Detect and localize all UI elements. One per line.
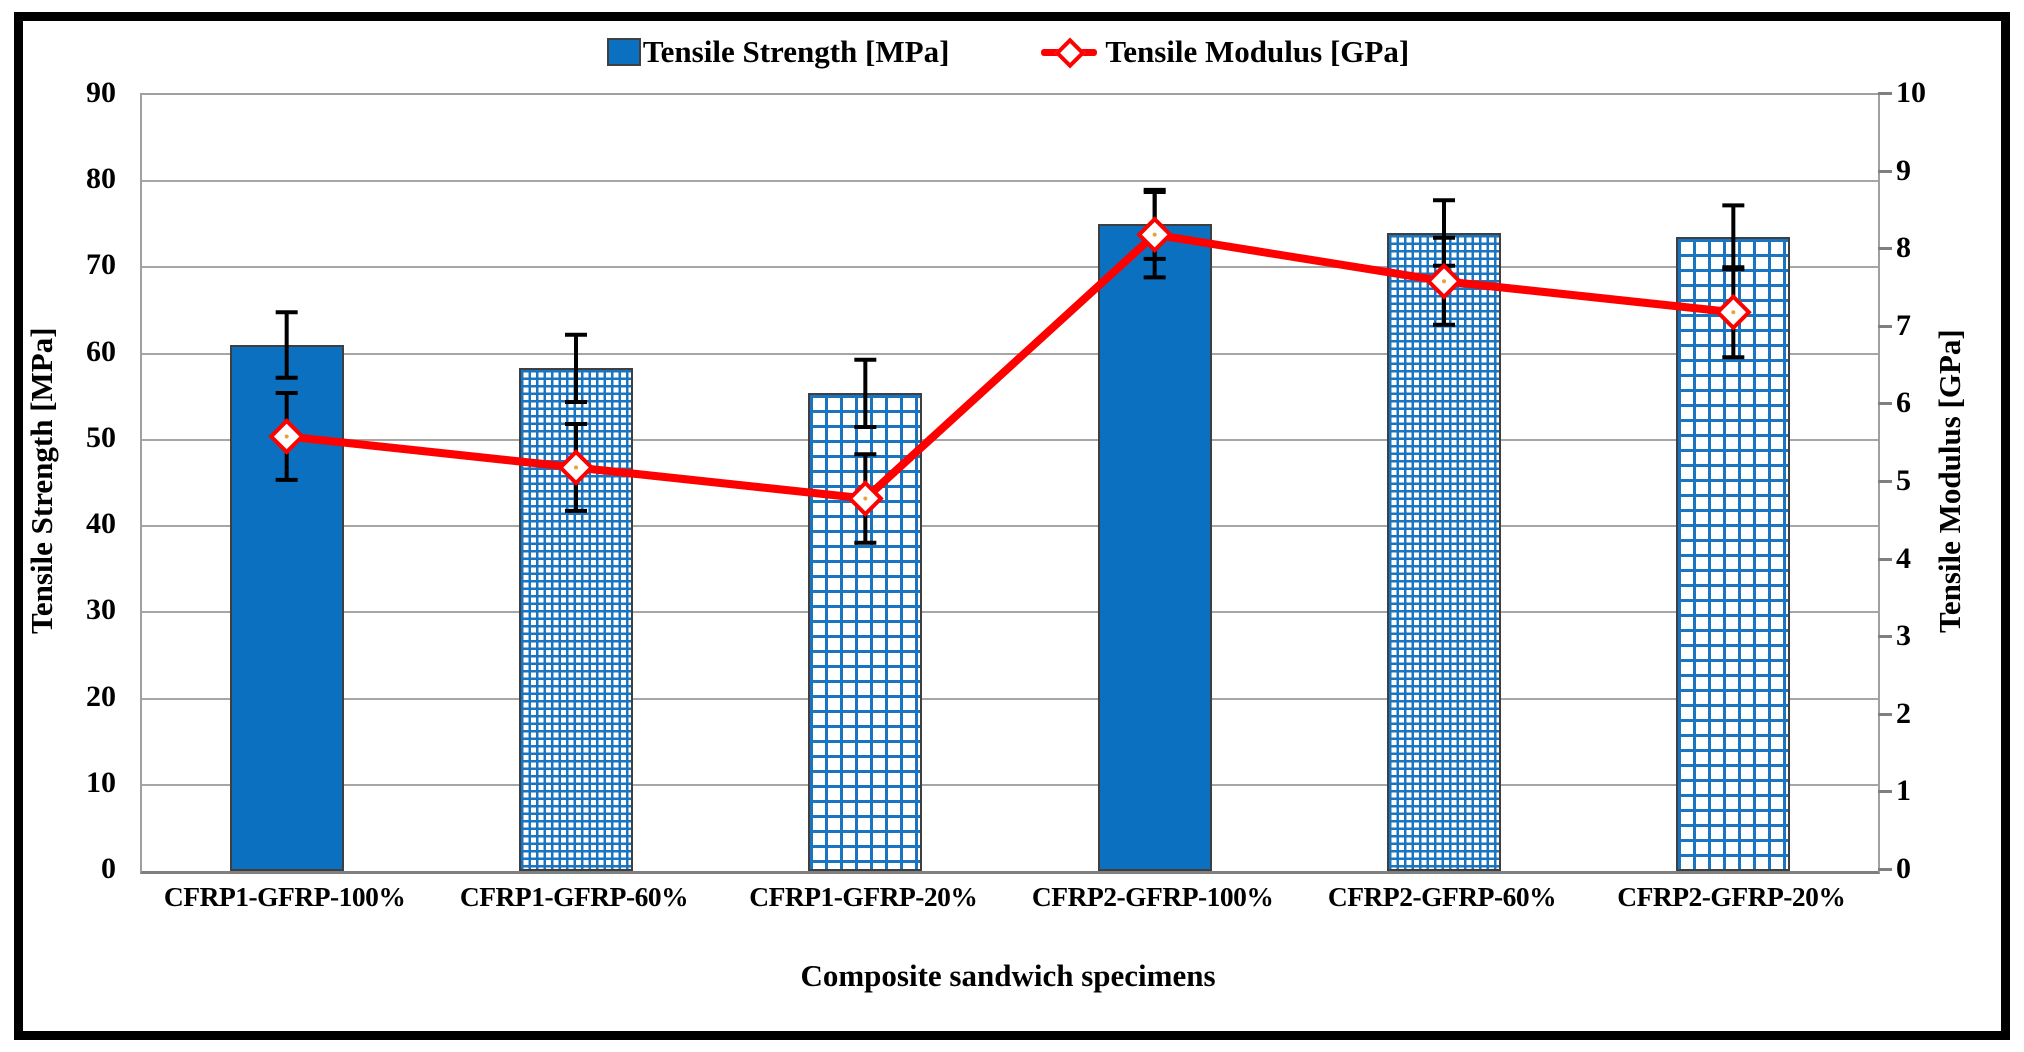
x-axis-category-label: CFRP1-GFRP-100% — [163, 881, 406, 912]
right-axis-tick-label: 3 — [1896, 619, 1911, 653]
left-axis-tick-label: 60 — [86, 334, 116, 368]
right-axis-tick-mark — [1878, 480, 1892, 483]
legend-label-strength: Tensile Strength [MPa] — [642, 34, 950, 69]
right-axis-tick-label: 10 — [1896, 76, 1926, 109]
legend-item-tensile-modulus: Tensile Modulus [GPa] — [1041, 34, 1409, 70]
x-axis-title: Composite sandwich specimens — [800, 958, 1216, 993]
right-axis-tick-mark — [1878, 557, 1892, 561]
bar-CFRP2-GFRP-100% — [1097, 224, 1212, 871]
left-axis-tick-label: 20 — [86, 679, 116, 713]
left-axis-tick-label: 10 — [86, 765, 116, 799]
right-axis-tick-mark — [1878, 712, 1892, 716]
left-axis-tick-label: 90 — [86, 76, 116, 109]
right-axis-tick-label: 4 — [1896, 541, 1911, 575]
right-axis-tick-label: 5 — [1896, 464, 1911, 497]
right-axis-tick-label: 7 — [1896, 308, 1911, 342]
left-axis-title: Tensile Strength [MPa] — [24, 327, 59, 635]
left-axis-tick-label: 40 — [86, 507, 116, 541]
bar-CFRP2-GFRP-20% — [1676, 237, 1791, 871]
bar-CFRP1-GFRP-20% — [808, 393, 923, 871]
left-axis-tick-label: 30 — [86, 593, 116, 627]
plot-area — [140, 93, 1880, 874]
legend: Tensile Strength [MPa] Tensile Modulus [… — [140, 34, 1876, 70]
bar-swatch-icon — [606, 38, 641, 66]
right-axis-tick-mark — [1878, 247, 1892, 251]
left-axis-tick-label: 70 — [86, 248, 116, 282]
legend-item-tensile-strength: Tensile Strength [MPa] — [606, 34, 950, 70]
left-axis-tick-label: 50 — [86, 420, 116, 454]
x-axis-category-label: CFRP1-GFRP-60% — [459, 881, 689, 912]
bar-CFRP1-GFRP-100% — [229, 345, 344, 871]
left-axis-tick-label: 0 — [101, 852, 116, 885]
right-axis-tick-mark — [1878, 169, 1892, 173]
bar-CFRP1-GFRP-60% — [519, 368, 633, 871]
gridline — [142, 783, 1878, 786]
right-axis-tick-mark — [1878, 868, 1892, 871]
gridline — [142, 266, 1878, 269]
x-axis-category-label: CFRP2-GFRP-60% — [1327, 881, 1557, 912]
bar-CFRP2-GFRP-60% — [1387, 232, 1501, 871]
right-axis-tick-mark — [1878, 324, 1892, 328]
line-diamond-swatch-icon — [1041, 37, 1098, 69]
gridline — [142, 697, 1878, 700]
modulus-line — [286, 230, 1734, 503]
x-axis-category-label: CFRP1-GFRP-20% — [749, 881, 978, 912]
x-axis-category-label: CFRP2-GFRP-20% — [1617, 881, 1846, 912]
series-overlay — [268, 187, 1752, 545]
right-axis-tick-label: 0 — [1896, 852, 1911, 885]
right-axis-tick-label: 9 — [1896, 153, 1911, 187]
right-axis-tick-label: 6 — [1896, 386, 1911, 420]
gridline — [142, 352, 1878, 355]
right-axis-tick-mark — [1878, 790, 1892, 794]
right-axis-tick-mark — [1878, 402, 1892, 406]
right-axis-tick-label: 8 — [1896, 231, 1911, 265]
right-axis-tick-label: 1 — [1896, 774, 1911, 808]
right-axis-tick-mark — [1878, 635, 1892, 639]
gridline — [142, 180, 1878, 183]
x-axis-category-label: CFRP2-GFRP-100% — [1031, 881, 1274, 912]
gridline — [142, 611, 1878, 614]
gridline — [142, 525, 1878, 528]
legend-label-modulus: Tensile Modulus [GPa] — [1105, 34, 1410, 69]
gridline — [142, 438, 1878, 441]
right-axis-tick-mark — [1878, 92, 1892, 95]
right-axis-tick-label: 2 — [1896, 696, 1911, 730]
left-axis-tick-label: 80 — [86, 162, 116, 196]
